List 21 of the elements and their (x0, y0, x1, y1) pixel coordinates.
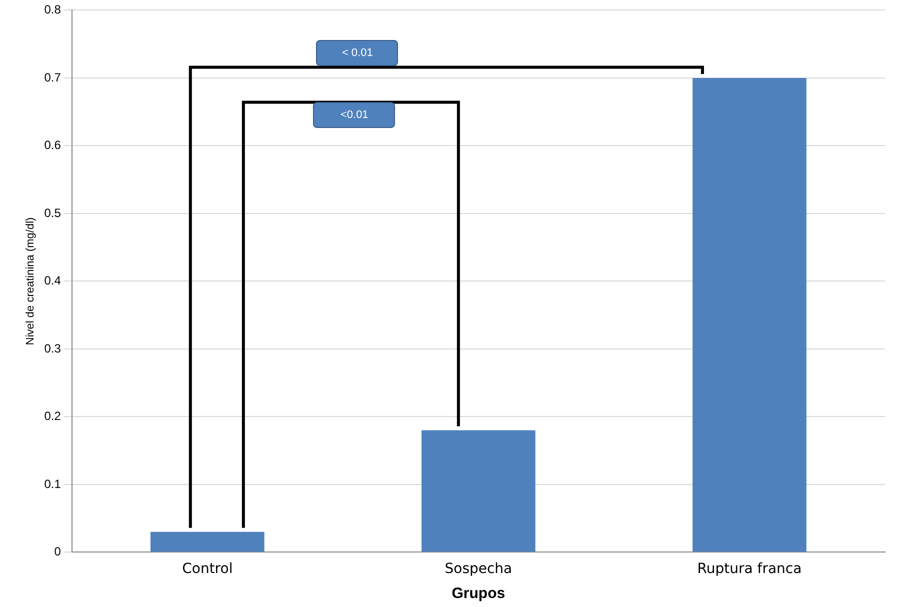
y-tick-label: 0.4 (44, 274, 62, 288)
y-tick-label: 0.7 (44, 70, 62, 84)
p-value-box: <0.01 (313, 102, 396, 128)
annotation: <0.01 (340, 109, 368, 122)
x-tick-label: Control (182, 561, 233, 578)
bar (692, 78, 806, 552)
y-tick-label: 0.8 (44, 2, 62, 17)
y-tick-label: 0.2 (44, 409, 62, 424)
x-tick-label: Sospecha (444, 561, 512, 578)
annotation: < 0.01 (342, 47, 373, 60)
y-tick-label: 0.1 (44, 476, 62, 491)
y-tick-label: 0.6 (44, 138, 62, 152)
x-axis-title: Grupos (452, 585, 506, 602)
y-tick-label: 0 (54, 544, 62, 559)
x-tick-label: Ruptura franca (697, 561, 802, 578)
p-value-box: < 0.01 (316, 40, 398, 66)
y-tick-label: 0.5 (44, 206, 62, 220)
y-axis-title: Nivel de creatinina (mg/dl) (24, 217, 37, 346)
bar (150, 532, 264, 552)
y-tick-label: 0.3 (44, 341, 62, 356)
bar (422, 430, 536, 552)
